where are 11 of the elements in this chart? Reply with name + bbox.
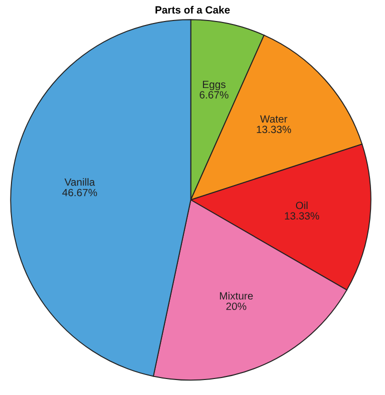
slice-label: Eggs — [202, 80, 226, 90]
slice-label: Water — [260, 115, 288, 123]
slice-label: Mixture — [220, 292, 253, 300]
data-label: 13.33% — [256, 126, 292, 134]
data-label: 13.33% — [284, 212, 320, 220]
data-label: 6.67% — [200, 91, 228, 99]
slice-label: Oil — [296, 201, 308, 210]
data-label: 46.67% — [62, 188, 98, 196]
data-label: 20% — [226, 302, 246, 310]
chart-title: Parts of a Cake — [156, 6, 230, 14]
slice-label: Vanilla — [64, 178, 95, 186]
